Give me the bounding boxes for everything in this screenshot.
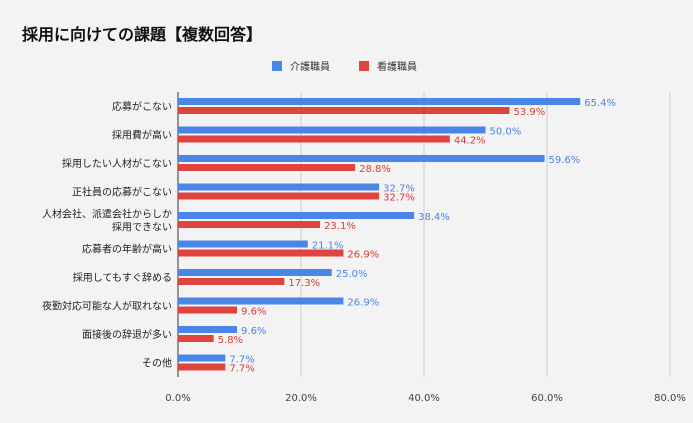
category-label-4: 正社員の応募がこない [72, 186, 172, 199]
data-labels: 65.4% 53.9% 50.0% 44.2% 59.6% 28.8% 32.7%32.7%… [218, 98, 616, 375]
data-label-kango-9: 5.8% [218, 335, 243, 346]
bar-kango-8 [178, 306, 238, 314]
data-label-kaigo-6: 21.1% [312, 241, 344, 252]
data-label-kango-2: 44.2% [454, 136, 486, 147]
bar-kango-4 [178, 192, 380, 200]
category-label-8: 夜勤対応可能な人が取れない [42, 300, 172, 313]
data-label-kango-10: 7.7% [229, 364, 254, 375]
data-label-kango-4: 32.7% [383, 193, 415, 204]
x-tick-label-1: 20.0% [285, 393, 317, 404]
legend-label-1: 介護職員 [290, 60, 330, 73]
x-tick-label-0: 0.0% [165, 393, 190, 404]
legend-swatch-1 [272, 61, 282, 71]
bar-kaigo-5 [178, 212, 415, 219]
data-label-kaigo-8: 26.9% [347, 298, 379, 309]
bar-kango-6 [178, 249, 344, 257]
legend: 介護職員 看護職員 [272, 60, 417, 73]
data-label-kaigo-7: 25.0% [336, 269, 368, 280]
bar-kaigo-7 [178, 269, 332, 276]
data-label-kango-1: 53.9% [513, 107, 545, 118]
legend-label-2: 看護職員 [377, 60, 417, 73]
category-labels: 応募がこない採用費が高い採用したい人材がこない正社員の応募がこない人材会社、派遣… [42, 100, 172, 370]
bar-kaigo-9 [178, 326, 238, 333]
bar-kango-10 [178, 363, 226, 371]
bar-kango-7 [178, 278, 285, 285]
data-label-kaigo-2: 50.0% [490, 127, 522, 138]
data-label-kaigo-10: 7.7% [229, 355, 254, 366]
data-label-kaigo-9: 9.6% [241, 326, 266, 337]
data-label-kaigo-3: 59.6% [549, 155, 581, 166]
bar-kaigo-2 [178, 126, 486, 134]
data-label-kaigo-1: 65.4% [584, 98, 616, 109]
category-label-1: 応募がこない [112, 100, 172, 113]
x-tick-label-4: 80.0% [654, 393, 686, 404]
bar-kaigo-8 [178, 297, 344, 305]
x-tick-label-2: 40.0% [408, 393, 440, 404]
bar-kaigo-4 [178, 183, 380, 191]
category-label-3: 採用したい人材がこない [62, 157, 172, 170]
data-label-kango-5: 23.1% [324, 221, 356, 232]
category-label-2: 採用費が高い [112, 129, 172, 142]
legend-swatch-2 [359, 61, 369, 71]
bars [178, 98, 581, 371]
bar-kango-9 [178, 335, 214, 342]
bar-kango-5 [178, 221, 321, 228]
bar-kaigo-10 [178, 354, 226, 362]
bar-kaigo-6 [178, 240, 308, 248]
data-label-kango-8: 9.6% [241, 307, 266, 318]
bar-kango-1 [178, 107, 510, 114]
data-label-kango-7: 17.3% [288, 278, 320, 289]
x-tick-label-3: 60.0% [531, 393, 563, 404]
x-axis-tick-labels: 0.0% 20.0% 40.0% 60.0% 80.0% [165, 393, 686, 404]
category-label-7: 採用してもすぐ辞める [73, 271, 172, 284]
category-label-5: 人材会社、派遣会社からしか採用できない [42, 208, 172, 234]
chart-title: 採用に向けての課題【複数回答】 [22, 25, 262, 44]
data-label-kaigo-5: 38.4% [418, 212, 450, 223]
category-label-6: 応募者の年齢が高い [82, 243, 172, 256]
bar-kango-3 [178, 164, 356, 171]
bar-kaigo-1 [178, 98, 581, 105]
bar-kango-2 [178, 135, 450, 143]
category-label-9: 面接後の辞退が多い [82, 328, 172, 341]
category-label-10: その他 [142, 357, 172, 370]
data-label-kango-6: 26.9% [347, 250, 379, 261]
bar-kaigo-3 [178, 155, 545, 162]
data-label-kaigo-4: 32.7% [383, 184, 415, 195]
data-label-kango-3: 28.8% [359, 164, 391, 175]
